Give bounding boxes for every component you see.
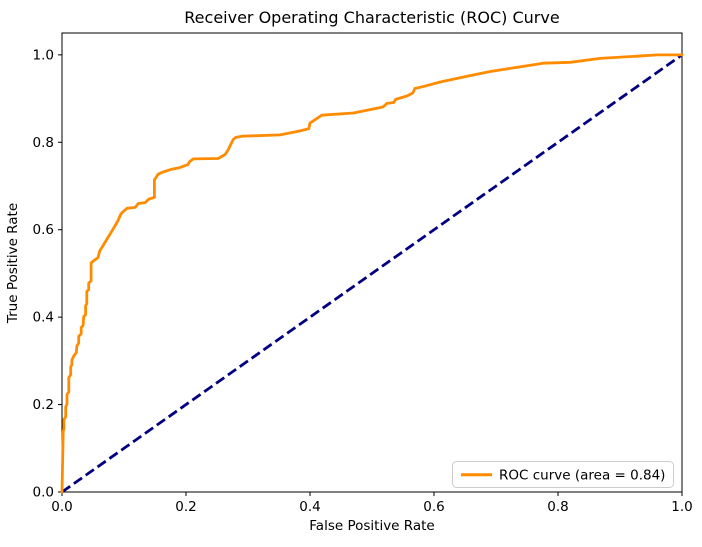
chart-title: Receiver Operating Characteristic (ROC) … xyxy=(184,8,559,27)
x-tick-label: 0.2 xyxy=(175,499,196,515)
y-axis-label: True Positive Rate xyxy=(5,203,21,324)
x-tick-label: 0.8 xyxy=(547,499,568,515)
x-tick-label: 1.0 xyxy=(671,499,692,515)
chance-diagonal-line xyxy=(61,53,683,494)
axes-frame xyxy=(61,32,683,493)
y-tick-label: 0.4 xyxy=(33,310,54,326)
legend-box xyxy=(452,461,674,488)
legend-roc-label: ROC curve (area = 0.84) xyxy=(499,468,665,484)
y-tick-label: 0.0 xyxy=(33,485,54,501)
x-axis-label: False Positive Rate xyxy=(309,518,434,534)
roc-curve-line xyxy=(60,53,684,494)
x-tick-label: 0.6 xyxy=(423,499,444,515)
y-tick-label: 1.0 xyxy=(33,47,54,63)
y-tick-label: 0.2 xyxy=(33,397,54,413)
y-axis-ticks: 0.0 0.2 0.4 0.6 0.8 1.0 xyxy=(33,47,62,501)
x-tick-label: 0.4 xyxy=(299,499,320,515)
y-tick-label: 0.8 xyxy=(33,135,54,151)
x-axis-ticks: 0.0 0.2 0.4 0.6 0.8 1.0 xyxy=(51,492,693,515)
y-tick-label: 0.6 xyxy=(33,222,54,238)
legend: ROC curve (area = 0.84) xyxy=(452,461,674,488)
x-tick-label: 0.0 xyxy=(51,499,72,515)
